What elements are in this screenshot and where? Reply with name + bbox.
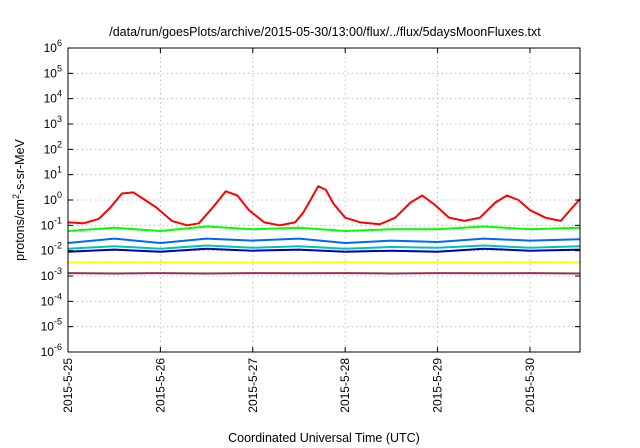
x-axis: 2015-5-25 2015-5-26 2015-5-27 2015-5-28 2015… [61,48,537,413]
y-axis: 10-6 10-5 10-4 10-3 10-2 10-1 100 101 102 103 104 1… [41,38,580,359]
y-tick-label: 102 [44,139,62,156]
y-tick-label: 101 [44,165,62,182]
y-axis-label: protons/cm2-s-sr-MeV [11,138,27,260]
series-line-2 [67,225,581,232]
y-tick-label: 10-4 [41,291,62,308]
x-tick-label: 2015-5-25 [61,358,75,413]
y-tick-label: 10-3 [41,266,62,283]
series-line-3 [67,244,581,250]
y-tick-label: 10-1 [41,215,62,232]
x-tick-label: 2015-5-27 [246,358,260,413]
x-tick-label: 2015-5-26 [153,358,167,413]
plot-series [67,185,581,275]
x-axis-label: Coordinated Universal Time (UTC) [228,431,420,445]
series-line-1 [67,185,581,227]
y-tick-label: 10-6 [41,342,62,359]
y-tick-label: 104 [44,89,62,106]
x-tick-label: 2015-5-30 [523,358,537,413]
chart-title: /data/run/goesPlots/archive/2015-05-30/1… [109,25,541,39]
y-tick-label: 100 [44,190,62,207]
grid-lines [68,48,580,352]
x-tick-label: 2015-5-29 [431,358,445,413]
y-tick-label: 103 [44,114,62,131]
y-tick-label: 106 [44,38,62,55]
y-tick-label: 10-5 [41,317,62,334]
y-tick-label: 10-2 [41,241,62,258]
series-line-5 [67,247,581,253]
series-line-4 [67,237,581,244]
y-tick-label: 105 [44,63,62,80]
x-tick-label: 2015-5-28 [338,358,352,413]
